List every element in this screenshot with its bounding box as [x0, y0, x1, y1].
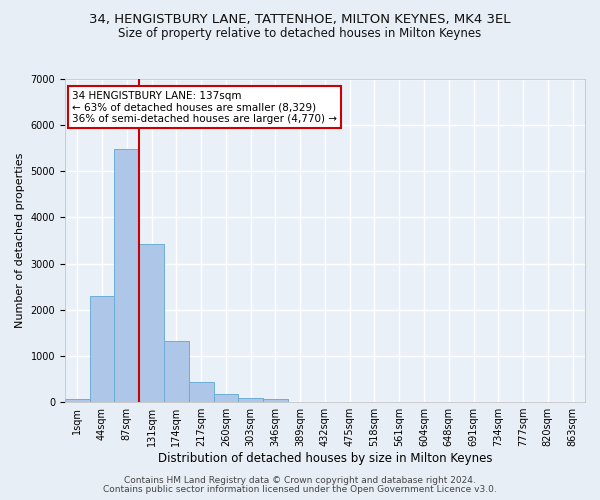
Text: Contains HM Land Registry data © Crown copyright and database right 2024.: Contains HM Land Registry data © Crown c… — [124, 476, 476, 485]
Bar — [164, 341, 189, 402]
Text: 34, HENGISTBURY LANE, TATTENHOE, MILTON KEYNES, MK4 3EL: 34, HENGISTBURY LANE, TATTENHOE, MILTON … — [89, 12, 511, 26]
Bar — [115, 149, 139, 402]
Text: Contains public sector information licensed under the Open Government Licence v3: Contains public sector information licen… — [103, 485, 497, 494]
Bar — [263, 400, 288, 402]
Bar — [214, 394, 238, 402]
Bar — [139, 244, 164, 402]
Text: 34 HENGISTBURY LANE: 137sqm
← 63% of detached houses are smaller (8,329)
36% of : 34 HENGISTBURY LANE: 137sqm ← 63% of det… — [73, 90, 337, 124]
Bar — [89, 296, 115, 402]
Bar — [238, 398, 263, 402]
Y-axis label: Number of detached properties: Number of detached properties — [15, 153, 25, 328]
Bar — [65, 399, 89, 402]
X-axis label: Distribution of detached houses by size in Milton Keynes: Distribution of detached houses by size … — [158, 452, 492, 465]
Text: Size of property relative to detached houses in Milton Keynes: Size of property relative to detached ho… — [118, 28, 482, 40]
Bar — [189, 382, 214, 402]
